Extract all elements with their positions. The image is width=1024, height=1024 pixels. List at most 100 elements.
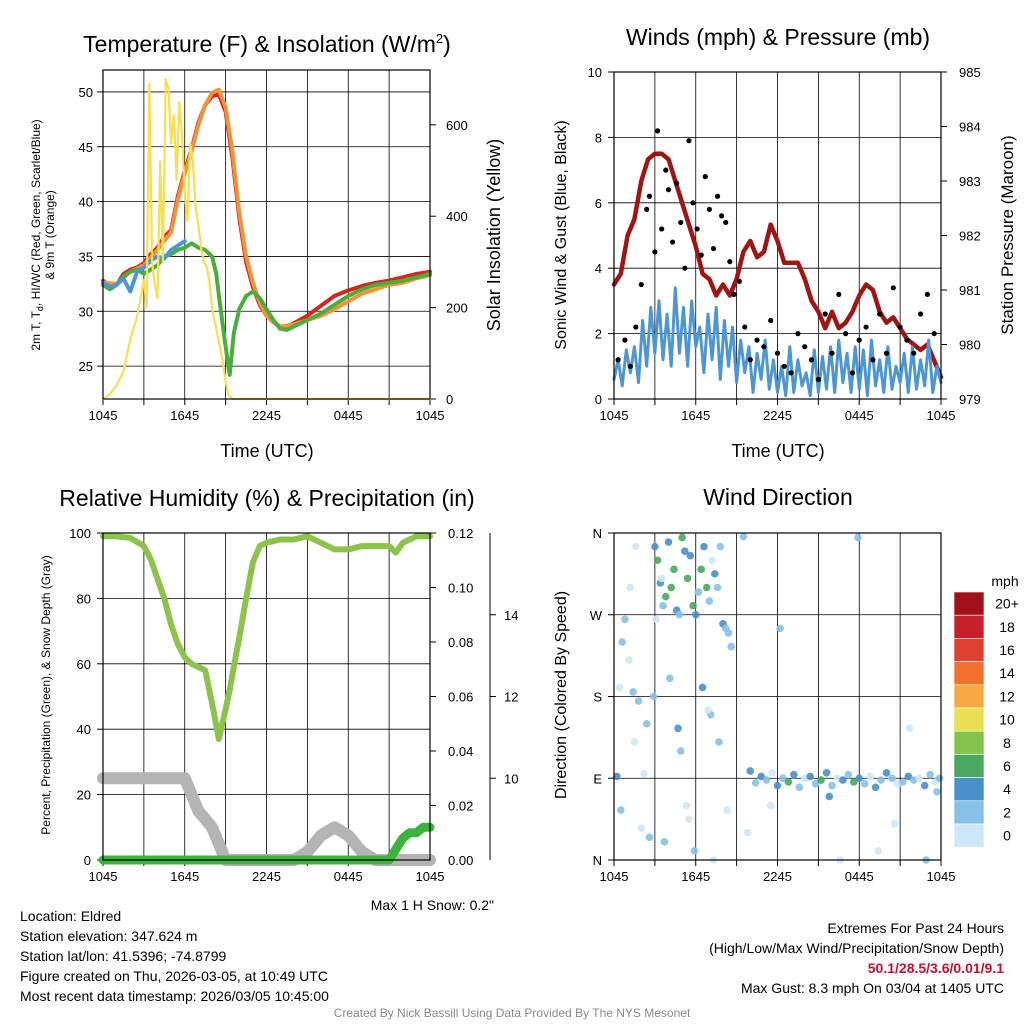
- rh-panel: Relative Humidity (%) & Precipitation (i…: [39, 485, 518, 884]
- colorbar-label: 10: [999, 712, 1015, 728]
- rh-y2tick-label: 0.12: [448, 526, 473, 541]
- dir-point: [825, 792, 834, 801]
- dir-point: [702, 583, 711, 592]
- temp-ylabel-line2: & 9m T (Orange): [43, 190, 57, 280]
- dir-point: [790, 770, 798, 779]
- temp-series-orange: [101, 87, 432, 329]
- extremes-info: Extremes For Past 24 Hours (High/Low/Max…: [709, 918, 1004, 998]
- wind-title: Winds (mph) & Pressure (mb): [626, 24, 930, 50]
- dir-point: [766, 801, 775, 810]
- dir-point: [618, 638, 626, 646]
- rh-y3tick-label: 14: [504, 608, 518, 623]
- dir-point: [828, 781, 836, 790]
- dir-point: [822, 769, 831, 777]
- latlon-text: Station lat/lon: 41.5396; -74.8799: [20, 948, 227, 964]
- temp-ylabel-line1: 2m T, Td, HI/WC (Red, Green, Scarlet/Blu…: [29, 119, 45, 350]
- wind-gust-point: [890, 285, 896, 291]
- dir-point: [904, 772, 913, 781]
- dir-xtick-label: 2245: [763, 869, 792, 884]
- rh-ytick-label: 100: [69, 526, 91, 541]
- wind-gust-point: [669, 239, 676, 245]
- wind-gust-point: [736, 278, 742, 284]
- dir-point: [866, 772, 874, 781]
- rh-xtick-label: 2245: [252, 869, 281, 884]
- elevation-text: Station elevation: 347.624 m: [20, 928, 198, 944]
- wind-gust-point: [761, 344, 767, 350]
- dir-point: [675, 610, 684, 619]
- wind-gust-point: [706, 206, 712, 212]
- dir-point: [704, 706, 712, 714]
- dir-point: [933, 788, 941, 796]
- temp-ytick-label: 30: [79, 304, 93, 319]
- temp-panel: Temperature (F) & Insolation (W/m2) 1045…: [29, 31, 504, 461]
- dir-point: [890, 819, 899, 828]
- dir-point: [652, 615, 661, 624]
- dir-xtick-label: 0445: [845, 869, 874, 884]
- colorbar-label: 16: [999, 642, 1015, 658]
- dir-point: [839, 776, 847, 784]
- rh-y3tick-label: 10: [504, 771, 518, 786]
- dir-ylabel: Direction (Colored By Speed): [553, 591, 570, 799]
- wind-gust-point: [682, 265, 688, 271]
- colorbar-title: mph: [991, 573, 1018, 589]
- dir-point: [653, 556, 662, 565]
- dir-point: [751, 778, 760, 787]
- dir-point: [727, 642, 735, 651]
- dir-point: [882, 769, 891, 777]
- wind-panel: Winds (mph) & Pressure (mb) 1045 1645 2245…: [553, 24, 1017, 461]
- station-info: Location: Eldred Station elevation: 347.…: [20, 906, 329, 1006]
- dir-point: [757, 772, 765, 781]
- temp-series-green: [101, 241, 432, 377]
- colorbar-label: 6: [1003, 758, 1011, 774]
- dir-point: [705, 597, 714, 605]
- temp-xtick-label: 1645: [170, 408, 199, 423]
- dir-point: [694, 588, 703, 596]
- temp-border: [102, 69, 431, 400]
- dir-point: [691, 610, 700, 619]
- dir-point: [708, 556, 716, 565]
- temp-xlabel: Time (UTC): [220, 441, 313, 461]
- temp-y2tick-label: 400: [446, 209, 468, 224]
- dir-point: [773, 781, 782, 790]
- dir-point: [664, 538, 673, 546]
- wind-xtick-label: 1045: [600, 408, 629, 423]
- wind-xlabel: Time (UTC): [731, 441, 824, 461]
- wind-gust-point: [911, 350, 917, 356]
- dir-point: [700, 542, 708, 551]
- dir-point: [625, 656, 633, 664]
- wind-ytick-label: 0: [595, 392, 602, 407]
- wind-gust-point: [727, 259, 733, 265]
- rh-ylabel: Percent, Precipitation (Green), & Snow D…: [39, 555, 53, 834]
- dir-point: [659, 601, 667, 610]
- dir-point: [795, 783, 804, 792]
- temp-ytick-label: 25: [79, 359, 93, 374]
- dir-point: [844, 770, 853, 779]
- wind-gust-point: [652, 249, 658, 255]
- temp-y2tick-label: 200: [446, 301, 468, 316]
- dir-point: [806, 772, 814, 781]
- wind-ytick-label: 2: [595, 327, 602, 342]
- wind-xtick-label: 2245: [763, 408, 792, 423]
- dir-point: [661, 592, 670, 601]
- dir-point: [935, 774, 944, 783]
- temp-title: Temperature (F) & Insolation (W/m2): [83, 31, 451, 57]
- rh-xtick-label: 1045: [416, 869, 445, 884]
- wind-gust-point: [815, 376, 821, 382]
- wind-ylabel: Sonic Wind & Gust (Blue, Black): [553, 120, 570, 349]
- wind-gust-point: [795, 331, 801, 337]
- rh-y2tick-label: 0.10: [448, 581, 473, 596]
- dir-point: [860, 779, 869, 788]
- dir-point: [683, 574, 692, 583]
- dir-point: [676, 747, 685, 755]
- colorbar-swatch: [953, 730, 985, 755]
- temp-ytick-label: 35: [79, 249, 93, 264]
- dir-point: [621, 615, 629, 624]
- temp-ytick-label: 50: [79, 85, 93, 100]
- wind-gust-point: [774, 350, 781, 356]
- wind-gust-point: [719, 213, 725, 219]
- wind-gust-point: [694, 226, 700, 232]
- wind-gust-point: [836, 291, 842, 297]
- colorbar-label: 12: [999, 688, 1015, 704]
- dir-point: [698, 683, 707, 692]
